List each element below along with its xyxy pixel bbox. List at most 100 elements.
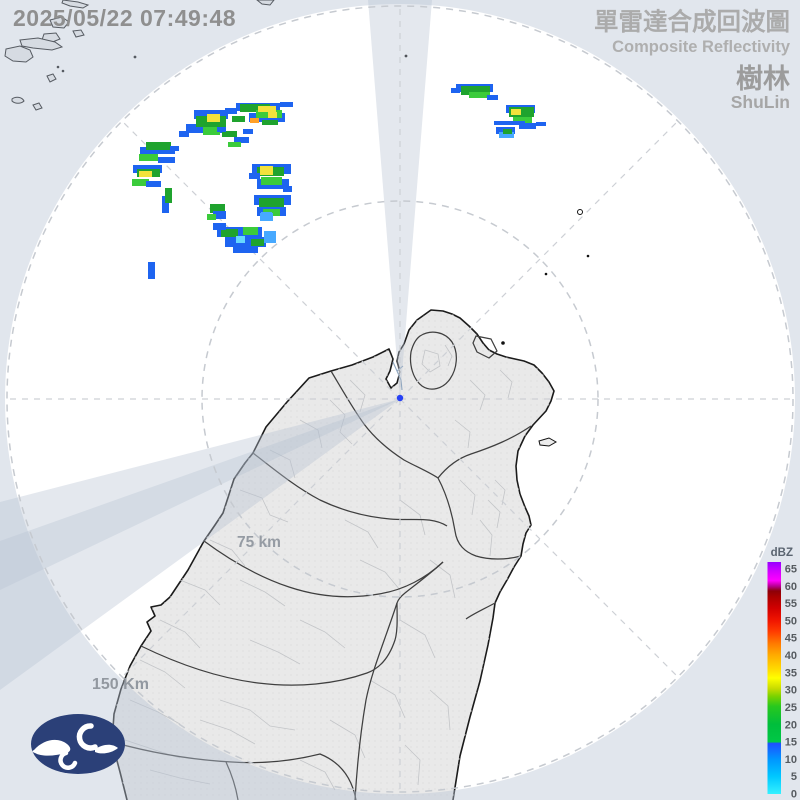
echo-cell [234,137,249,143]
echo-cell [258,106,276,112]
echo-cell [225,108,237,114]
echo-cell [221,229,238,237]
echo-cell [262,120,278,125]
station-name-zh: 樹林 [736,64,790,94]
echo-cell [146,181,161,187]
gueishan-island [538,437,558,447]
echo-cell [207,114,220,122]
echo-cell [511,109,521,115]
colorbar-tick-50: 50 [785,615,797,627]
cwb-wave-icon [32,723,118,770]
tamsui-river [392,361,404,391]
colorbar-tick-25: 25 [785,702,797,714]
title-zh: 單雷達合成回波圖 [594,7,790,36]
radial-lines [7,6,793,792]
echo-cell [210,204,225,213]
taiwan-land [111,209,590,800]
echo-cell [217,127,226,132]
colorbar-tick-55: 55 [785,598,797,610]
township-borders [124,344,513,791]
cwb-logo [31,714,125,774]
echo-cell [260,213,273,221]
echo-cell [170,146,179,151]
echo-cell [469,92,490,98]
echo-cell [283,186,292,192]
echo-cell [140,147,175,154]
echo-cell [509,107,534,117]
echo-cell [487,95,498,100]
echo-cell [503,129,512,134]
timestamp-label: 2025/05/22 07:49:48 [13,5,236,31]
echo-cell [264,231,276,243]
echo-cell [243,227,258,235]
echo-cell [203,127,220,135]
echo-cell [139,171,152,177]
colorbar-tick-40: 40 [785,650,797,662]
echo-cell [165,188,172,203]
station-name-en: ShuLin [731,92,790,112]
echo-cell [268,112,277,118]
echo-cell [519,123,536,129]
county-borders [111,331,532,800]
colorbar-tick-60: 60 [785,581,797,593]
echo-cell [240,104,270,112]
echo-cell [232,116,245,122]
echo-cell [280,102,293,107]
colorbar-tick-0: 0 [791,789,797,800]
echo-cell [179,131,189,137]
echo-cell [162,196,169,213]
radar-echoes [132,84,546,279]
range-ring-75-label: 75 km [237,534,281,551]
echo-cell [499,132,514,138]
echo-cell [139,154,158,161]
echo-cell [536,122,546,126]
colorbar-title: dBZ [771,547,793,559]
colorbar-tick-20: 20 [785,719,797,731]
echo-cell [225,237,266,247]
echo-cell [146,142,171,150]
islet-dot [544,272,548,276]
echo-cell [213,223,226,230]
radar-site-marker [396,394,404,402]
echo-cell [207,214,216,220]
echo-cell [260,166,273,175]
beam-blockage-wedges [0,0,432,690]
echo-cell [250,118,259,123]
islet [577,209,583,215]
echo-cell [451,88,460,93]
colorbar-scale [767,562,781,794]
echo-cell [222,131,237,137]
colorbar-tick-10: 10 [785,754,797,766]
keelung-islet [501,341,505,345]
echo-cell [217,227,262,237]
echo-cell [132,179,149,186]
land-texture [112,310,554,800]
colorbar-tick-15: 15 [785,737,797,749]
echo-cell [251,239,264,246]
echo-cell [461,86,490,95]
colorbar-tick-45: 45 [785,633,797,645]
echo-cell [259,198,284,207]
echo-cell [249,173,260,179]
subtitle-en: Composite Reflectivity [612,38,791,56]
echo-cell [233,247,258,253]
range-ring-150-label: 150 Km [92,676,149,693]
islands [4,0,408,111]
echo-cell [158,157,175,163]
echo-cell [243,129,253,134]
echo-cell [261,177,282,185]
islet-dot [586,254,590,258]
echo-cell [228,142,241,147]
echo-cell [494,121,525,125]
echo-cell [236,236,245,243]
echo-cell [148,262,155,279]
colorbar-tick-30: 30 [785,685,797,697]
echo-cell [213,211,226,219]
colorbar-tick-35: 35 [785,667,797,679]
colorbar-tick-5: 5 [791,771,797,783]
colorbar-tick-65: 65 [785,564,797,576]
